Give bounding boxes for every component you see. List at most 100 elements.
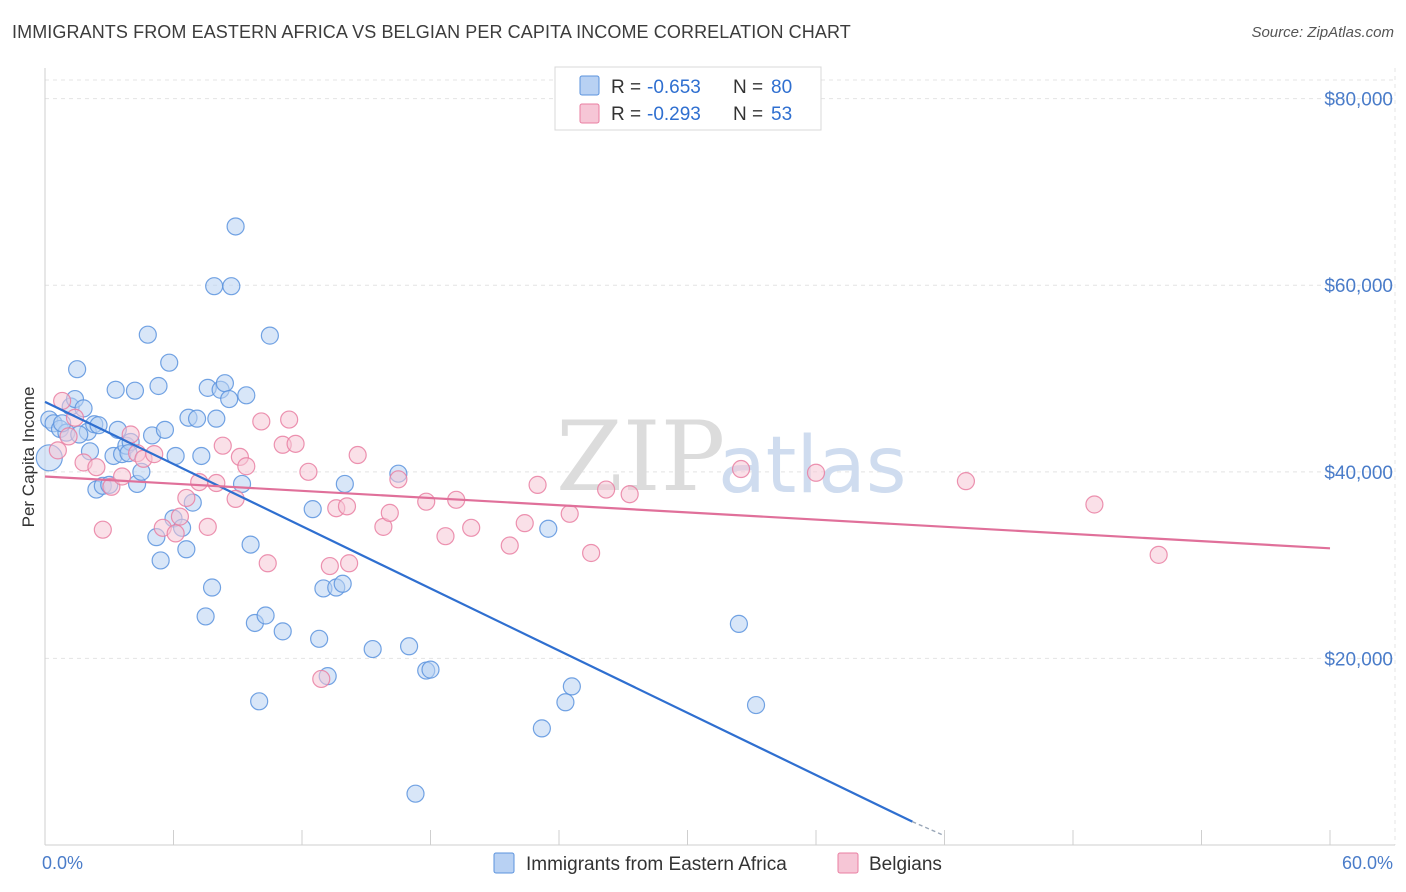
immigrants-point-74 xyxy=(562,677,581,696)
belgians-point-34 xyxy=(340,554,359,573)
immigrants-point-46 xyxy=(215,374,234,393)
immigrants-point-47 xyxy=(220,389,239,409)
belgians-point-29 xyxy=(299,462,318,481)
immigrants-point-38 xyxy=(187,409,207,428)
immigrants-point-59 xyxy=(310,629,329,648)
belgians-point-39 xyxy=(417,492,436,511)
chart-title: IMMIGRANTS FROM EASTERN AFRICA VS BELGIA… xyxy=(12,22,851,42)
legend-r-label-1: R = xyxy=(611,77,641,98)
legend-r-label-2: R = xyxy=(611,104,641,125)
immigrants-point-35 xyxy=(177,540,196,559)
belgians-point-16 xyxy=(177,488,196,508)
belgians-point-44 xyxy=(515,514,534,533)
immigrants-point-44 xyxy=(207,409,226,428)
belgians-point-43 xyxy=(500,536,519,555)
series-belgians-points xyxy=(48,391,1168,689)
belgians-point-49 xyxy=(620,485,639,504)
belgians-point-54 xyxy=(1149,545,1168,564)
belgians-point-37 xyxy=(380,503,399,522)
immigrants-point-42 xyxy=(202,578,222,597)
belgians-point-28 xyxy=(286,434,305,453)
immigrants-point-48 xyxy=(222,277,241,296)
trend-line-immigrants xyxy=(44,400,913,823)
immigrants-point-30 xyxy=(155,420,175,439)
legend-swatch-belgians xyxy=(579,103,600,124)
immigrants-point-58 xyxy=(303,500,322,519)
x-tick-label-1: 60.0% xyxy=(1342,853,1393,873)
x-tick-label-0: 0.0% xyxy=(42,853,83,873)
belgians-point-47 xyxy=(582,543,601,563)
y-axis-label: Per Capita Income xyxy=(19,387,38,528)
legend-n-value-1: 80 xyxy=(771,77,792,98)
legend: R = -0.653 N = 80 R = -0.293 N = 53 xyxy=(554,66,822,131)
immigrants-point-39 xyxy=(192,446,211,466)
y-tick-label-3: $80,000 xyxy=(1324,90,1393,111)
belgians-point-14 xyxy=(166,524,185,543)
belgians-point-27 xyxy=(280,410,299,429)
immigrants-point-70 xyxy=(421,660,440,679)
watermark: ZIP atlas xyxy=(556,401,907,513)
y-tick-label-0: $20,000 xyxy=(1324,649,1393,670)
belgians-point-48 xyxy=(597,480,616,499)
belgians-point-40 xyxy=(436,527,455,546)
belgians-point-46 xyxy=(560,504,579,523)
belgians-point-53 xyxy=(1085,495,1104,514)
immigrants-point-49 xyxy=(226,217,245,236)
belgians-point-3 xyxy=(65,408,85,427)
y-tick-label-2: $60,000 xyxy=(1324,276,1393,297)
immigrants-point-73 xyxy=(556,693,575,712)
belgians-point-31 xyxy=(320,556,339,576)
immigrants-point-40 xyxy=(196,607,215,626)
trend-lines xyxy=(44,400,1331,837)
legend-r-value-2: -0.293 xyxy=(647,104,701,125)
immigrants-point-28 xyxy=(149,376,168,396)
belgians-point-45 xyxy=(528,475,547,494)
immigrants-point-64 xyxy=(335,474,354,494)
immigrants-point-75 xyxy=(729,614,749,633)
y-tick-labels: $20,000 $40,000 $60,000 $80,000 xyxy=(1324,90,1393,671)
trend-line-immigrants-extension xyxy=(912,821,945,837)
bottom-legend: Immigrants from Eastern Africa Belgians xyxy=(493,852,942,875)
belgians-point-23 xyxy=(237,457,256,476)
immigrants-point-65 xyxy=(363,639,382,659)
belgians-point-52 xyxy=(956,472,976,491)
immigrants-point-25 xyxy=(138,325,157,344)
immigrants-point-72 xyxy=(539,519,558,538)
legend-n-label-2: N = xyxy=(733,104,763,125)
belgians-point-25 xyxy=(258,554,277,573)
immigrants-point-67 xyxy=(399,637,419,656)
immigrants-point-71 xyxy=(532,719,551,738)
immigrants-point-29 xyxy=(151,551,170,570)
belgians-point-8 xyxy=(112,467,132,486)
bottom-legend-belgians: Belgians xyxy=(869,854,942,875)
watermark-zip: ZIP xyxy=(556,401,725,513)
immigrants-point-31 xyxy=(160,353,179,372)
bottom-legend-swatch-immigrants xyxy=(493,852,515,874)
immigrants-point-17 xyxy=(106,380,125,399)
immigrants-point-55 xyxy=(256,606,275,625)
belgians-point-5 xyxy=(87,458,106,477)
immigrants-point-43 xyxy=(205,277,224,296)
legend-r-value-1: -0.653 xyxy=(647,77,701,98)
belgians-point-20 xyxy=(213,436,232,455)
bottom-legend-swatch-belgians xyxy=(837,852,859,874)
y-tick-label-1: $40,000 xyxy=(1324,463,1393,484)
immigrants-point-51 xyxy=(237,386,256,405)
belgians-point-24 xyxy=(252,412,271,431)
trend-line-belgians xyxy=(44,475,1331,550)
belgians-point-35 xyxy=(348,445,367,465)
immigrants-point-52 xyxy=(241,535,260,554)
belgians-point-50 xyxy=(731,459,751,479)
legend-n-value-2: 53 xyxy=(771,104,792,125)
belgians-point-38 xyxy=(389,470,408,489)
belgians-point-30 xyxy=(312,669,331,689)
immigrants-point-54 xyxy=(250,692,269,711)
immigrants-point-56 xyxy=(260,326,279,345)
belgians-point-42 xyxy=(462,518,481,537)
belgians-point-2 xyxy=(59,427,78,446)
belgians-point-6 xyxy=(93,520,112,539)
immigrants-point-76 xyxy=(746,695,766,715)
source-label: Source: ZipAtlas.com xyxy=(1251,24,1394,41)
belgians-point-15 xyxy=(170,507,190,526)
